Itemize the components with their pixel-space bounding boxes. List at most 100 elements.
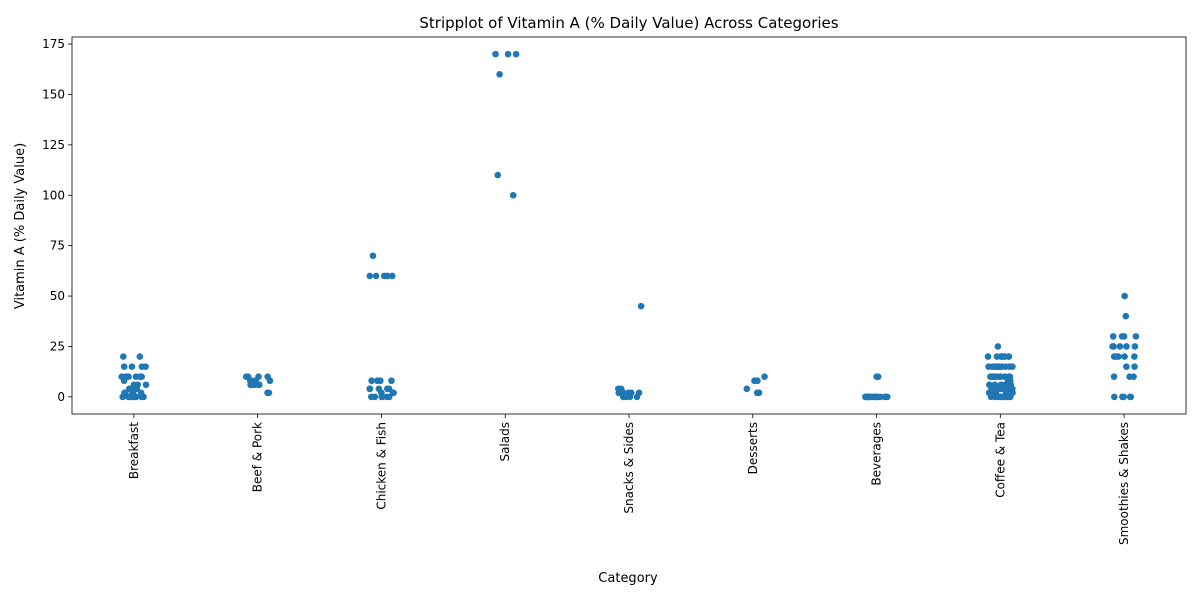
point <box>512 50 520 58</box>
point <box>136 353 144 360</box>
point <box>1131 353 1138 360</box>
point <box>128 363 136 370</box>
point <box>255 381 262 389</box>
point <box>615 385 622 393</box>
point <box>383 393 391 401</box>
x-tick-label: Coffee & Tea <box>993 422 1007 498</box>
point <box>1006 363 1013 370</box>
point <box>1126 373 1133 381</box>
point <box>1006 393 1014 401</box>
x-tick-label: Beef & Pork <box>251 422 265 492</box>
point <box>1131 363 1138 370</box>
point <box>138 393 145 401</box>
x-axis-label: Category <box>598 571 658 586</box>
point <box>1120 393 1127 401</box>
point <box>366 272 374 280</box>
point <box>120 377 128 385</box>
point <box>1127 393 1135 401</box>
point <box>132 373 140 381</box>
point <box>881 393 889 401</box>
point <box>120 363 128 370</box>
point <box>368 377 375 385</box>
point <box>874 373 882 381</box>
y-tick-label: 50 <box>50 289 65 303</box>
y-tick-label: 0 <box>57 390 65 404</box>
point <box>142 363 149 370</box>
point <box>375 385 383 393</box>
point <box>637 302 645 310</box>
point <box>369 252 377 260</box>
x-tick-label: Chicken & Fish <box>374 422 388 510</box>
point <box>1110 373 1118 381</box>
point <box>368 393 375 401</box>
y-tick-label: 100 <box>42 188 65 202</box>
point <box>494 171 502 179</box>
point <box>1118 333 1126 340</box>
point <box>496 70 503 78</box>
point <box>264 389 271 397</box>
point <box>131 385 138 393</box>
point <box>755 389 763 397</box>
x-tick-label: Snacks & Sides <box>622 422 636 514</box>
x-tick-label: Beverages <box>870 422 884 486</box>
x-tick-label: Desserts <box>746 422 760 474</box>
point <box>620 393 627 401</box>
point <box>374 377 381 385</box>
point <box>389 389 397 397</box>
y-tick-label: 150 <box>42 87 65 101</box>
point <box>1132 333 1140 340</box>
point <box>1123 343 1130 350</box>
point <box>504 50 512 58</box>
y-axis-label: Vitamin A (% Daily Value) <box>13 143 28 309</box>
point <box>984 353 992 360</box>
point <box>384 385 391 393</box>
x-tick-label: Breakfast <box>127 422 141 479</box>
point <box>993 353 1001 360</box>
point <box>142 381 150 389</box>
point <box>492 50 499 58</box>
point <box>266 377 274 385</box>
point <box>988 385 995 393</box>
point <box>122 389 129 397</box>
point <box>128 393 136 401</box>
point <box>1123 363 1130 370</box>
x-tick-label: Smoothies & Shakes <box>1117 422 1131 545</box>
point <box>120 353 127 360</box>
x-tick-label: Salads <box>498 422 512 462</box>
point <box>754 377 761 385</box>
plot-frame <box>71 36 1187 415</box>
point <box>625 389 632 397</box>
point <box>384 272 391 280</box>
point <box>366 385 373 393</box>
point <box>388 272 396 280</box>
point <box>1116 343 1124 350</box>
point <box>1122 312 1130 320</box>
y-tick-label: 125 <box>42 138 65 152</box>
point <box>509 191 517 199</box>
point <box>998 353 1005 360</box>
point <box>1111 393 1118 401</box>
point <box>991 393 999 401</box>
point <box>1131 343 1139 350</box>
point <box>870 393 878 401</box>
point <box>635 389 643 397</box>
point <box>1109 343 1116 350</box>
chart-title: Stripplot of Vitamin A (% Daily Value) A… <box>419 14 838 32</box>
point <box>997 363 1005 370</box>
point <box>743 385 751 393</box>
point <box>1121 353 1128 360</box>
point <box>1115 353 1122 360</box>
point <box>1109 333 1117 340</box>
point <box>989 373 997 381</box>
point <box>372 272 380 280</box>
point <box>1121 292 1128 300</box>
point <box>994 343 1002 350</box>
point <box>242 373 250 381</box>
y-tick-label: 25 <box>50 339 65 353</box>
point <box>1005 353 1013 360</box>
point <box>761 373 768 381</box>
y-tick-label: 75 <box>50 239 65 253</box>
point <box>995 373 1003 381</box>
point <box>388 377 395 385</box>
